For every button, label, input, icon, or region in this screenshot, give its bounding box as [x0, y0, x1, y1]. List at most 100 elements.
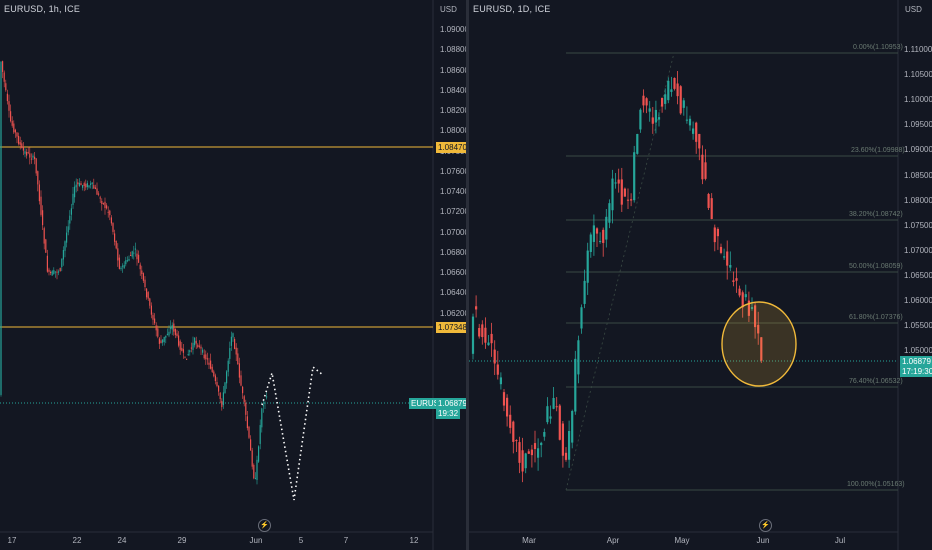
candle-body	[266, 396, 268, 398]
candle-body	[549, 416, 552, 419]
chart-pane-1d[interactable]: EURUSD, 1D, ICE USD 1.11000 1.10500 1.1000…	[469, 0, 932, 550]
candle-body	[481, 324, 484, 338]
price-tick: 1.07400	[440, 187, 469, 196]
lightning-icon[interactable]: ⚡	[258, 519, 271, 532]
candle-body	[750, 307, 754, 309]
candle-body	[187, 353, 189, 356]
candle-body	[571, 410, 574, 443]
candle-body	[264, 402, 266, 404]
candle-body	[13, 123, 15, 133]
candle-body	[184, 356, 186, 358]
chart-pane-1h[interactable]: EURUSD, 1h, ICE USD 1.09000 1.08800 1.0860…	[0, 0, 469, 550]
candle-body	[115, 240, 117, 249]
candle-body	[160, 340, 162, 344]
symbol-badge: EURUSD	[409, 398, 447, 409]
candlestick-chart-1h[interactable]	[0, 0, 466, 550]
candle-body	[232, 333, 234, 338]
candle-body	[673, 77, 676, 89]
candle-body	[502, 392, 506, 406]
candle-body	[608, 203, 611, 223]
fib-level-label: 23.60%(1.09988)	[851, 147, 905, 154]
candle-body	[237, 353, 239, 364]
candle-body	[735, 278, 738, 281]
candle-body	[580, 307, 583, 329]
candle-body	[602, 229, 605, 243]
price-tick: 1.06000	[904, 296, 932, 305]
candle-body	[147, 292, 149, 299]
candle-body	[574, 358, 577, 412]
candle-body	[29, 153, 31, 158]
candle-body	[74, 186, 76, 198]
candle-body	[651, 117, 654, 124]
price-tick: 1.11000	[904, 45, 932, 54]
candle-body	[162, 339, 164, 343]
candle-body	[43, 228, 45, 244]
candle-body	[586, 250, 589, 283]
candle-body	[583, 280, 586, 304]
candle-body	[170, 326, 172, 329]
candle-body	[141, 270, 143, 275]
candle-body	[128, 258, 130, 261]
price-tick: 1.10500	[904, 70, 932, 80]
candle-body	[617, 179, 620, 184]
candle-body	[726, 251, 729, 266]
candle-body	[732, 280, 735, 282]
candle-body	[21, 143, 23, 148]
candle-body	[120, 267, 122, 270]
lightning-icon[interactable]: ⚡	[759, 519, 772, 532]
price-tick: 1.06200	[440, 308, 469, 318]
candle-body	[577, 340, 580, 375]
candle-body	[230, 336, 232, 346]
candle-body	[149, 298, 151, 306]
candle-body	[40, 196, 42, 215]
candle-body	[85, 183, 87, 188]
symbol-title: EURUSD, 1D, ICE	[473, 4, 551, 14]
candle-body	[48, 269, 50, 272]
candle-body	[197, 344, 199, 348]
candle-body	[235, 347, 237, 355]
candle-body	[200, 346, 202, 349]
candle-body	[166, 333, 168, 335]
candle-body	[142, 273, 144, 281]
candle-body	[202, 349, 204, 353]
candle-body	[42, 210, 44, 226]
candle-body	[158, 338, 160, 344]
price-tick: 1.08600	[440, 65, 469, 75]
time-tick: May	[674, 536, 690, 545]
pane-divider[interactable]	[466, 0, 469, 550]
candle-body	[234, 339, 236, 349]
fib-level-label: 0.00%(1.10953)	[853, 44, 903, 51]
candle-body	[64, 241, 66, 251]
candle-body	[27, 152, 29, 154]
candle-body	[198, 345, 200, 347]
candle-body	[206, 358, 208, 360]
candle-body	[256, 459, 258, 480]
time-tick: Jun	[756, 536, 770, 545]
candle-body	[757, 324, 760, 334]
candle-body	[262, 405, 264, 407]
fib-level-label: 61.80%(1.07376)	[849, 314, 903, 321]
candlestick-chart-1d[interactable]	[469, 0, 932, 550]
candle-body	[605, 216, 608, 240]
candle-body	[259, 425, 261, 444]
candle-body	[533, 443, 537, 450]
candle-body	[190, 347, 192, 349]
candle-body	[3, 72, 5, 82]
candle-body	[543, 432, 546, 437]
candle-body	[178, 335, 180, 346]
candle-body	[564, 452, 568, 460]
candle-body	[136, 253, 138, 260]
candle-body	[154, 318, 156, 324]
candle-body	[221, 401, 223, 408]
candle-body	[6, 93, 8, 102]
candle-body	[667, 80, 670, 101]
candle-body	[93, 185, 95, 189]
candle-body	[138, 254, 140, 263]
candle-body	[760, 337, 763, 361]
candle-body	[8, 101, 10, 111]
candle-body	[18, 135, 20, 144]
candle-body	[258, 446, 260, 462]
time-tick: 12	[409, 536, 419, 545]
price-tick: 1.07500	[904, 220, 932, 230]
candle-body	[254, 477, 256, 479]
